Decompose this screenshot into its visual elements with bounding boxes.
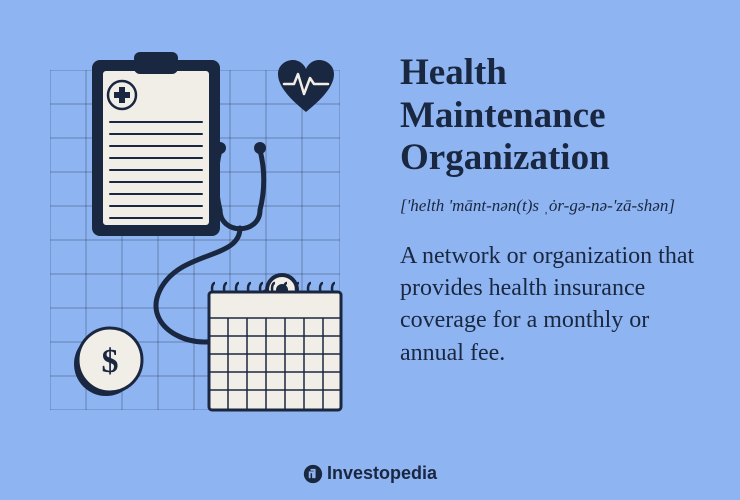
- heart-pulse-icon: [276, 60, 336, 116]
- infographic-card: $: [0, 0, 740, 500]
- investopedia-logo-icon: [303, 464, 323, 484]
- calendar-icon: [205, 280, 345, 415]
- svg-text:$: $: [102, 343, 119, 380]
- dollar-coin-icon: $: [70, 320, 150, 400]
- text-column: Health Maintenance Organization ['helth …: [370, 40, 700, 440]
- term-title: Health Maintenance Organization: [400, 52, 700, 180]
- illustration-panel: $: [40, 40, 370, 420]
- brand-name: Investopedia: [327, 463, 437, 484]
- pronunciation-text: ['helth 'mānt-nən(t)s ˌȯr-gə-nə-'zā-shən…: [400, 196, 700, 216]
- definition-text: A network or organization that provides …: [400, 240, 700, 370]
- brand-footer: Investopedia: [303, 463, 437, 484]
